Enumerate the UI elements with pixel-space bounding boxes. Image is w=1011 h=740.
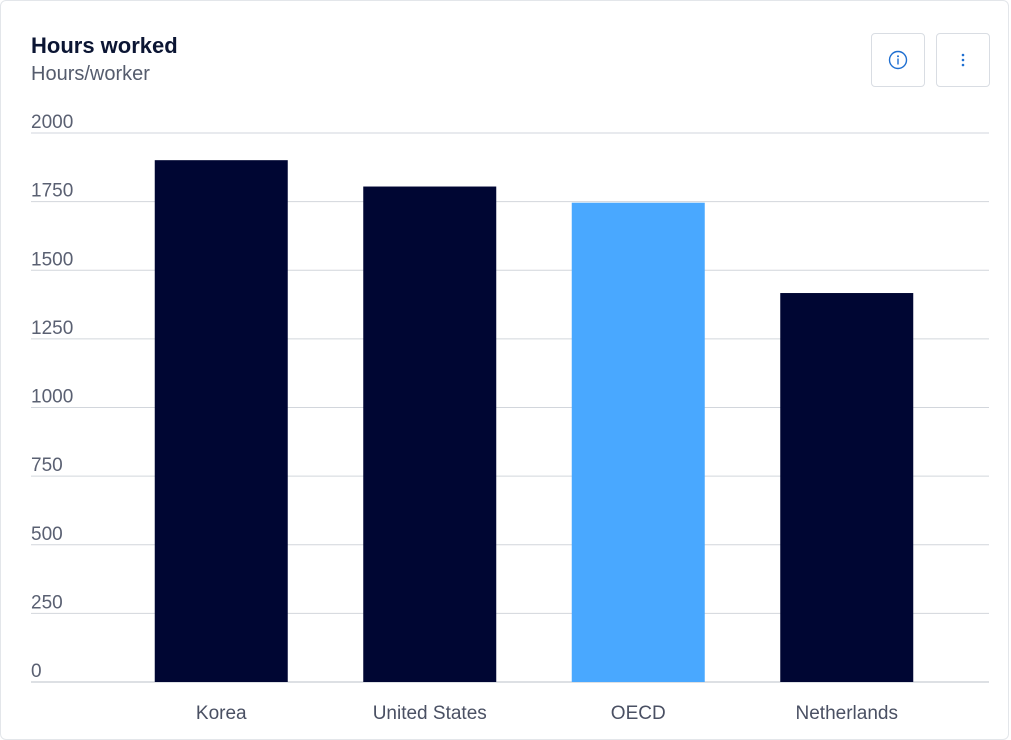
more-vertical-icon (961, 53, 965, 67)
x-axis-labels: Korea United States OECD Netherlands (196, 703, 898, 724)
y-axis-ticks: 0 250 500 750 1000 1250 1500 1750 2000 (31, 112, 73, 682)
y-tick-label: 500 (31, 524, 63, 545)
info-icon (888, 50, 908, 70)
chart-title: Hours worked (31, 33, 178, 58)
y-tick-label: 750 (31, 455, 63, 476)
y-tick-label: 1250 (31, 318, 73, 339)
bar-oecd[interactable] (571, 202, 705, 682)
x-category-label: Netherlands (796, 703, 898, 724)
y-tick-label: 0 (31, 661, 42, 682)
bar-united-states[interactable] (363, 186, 497, 682)
y-tick-label: 1000 (31, 387, 73, 408)
y-tick-label: 1500 (31, 249, 73, 270)
info-button[interactable] (871, 33, 925, 87)
bar-korea[interactable] (154, 160, 288, 682)
x-category-label: OECD (611, 703, 666, 724)
bars (154, 160, 914, 682)
y-tick-label: 2000 (31, 112, 73, 133)
bar-netherlands[interactable] (780, 293, 914, 682)
y-tick-label: 250 (31, 592, 63, 613)
x-category-label: Korea (196, 703, 247, 724)
x-category-label: United States (373, 703, 487, 724)
y-tick-label: 1750 (31, 181, 73, 202)
more-options-button[interactable] (936, 33, 990, 87)
chart-subtitle: Hours/worker (31, 63, 150, 85)
